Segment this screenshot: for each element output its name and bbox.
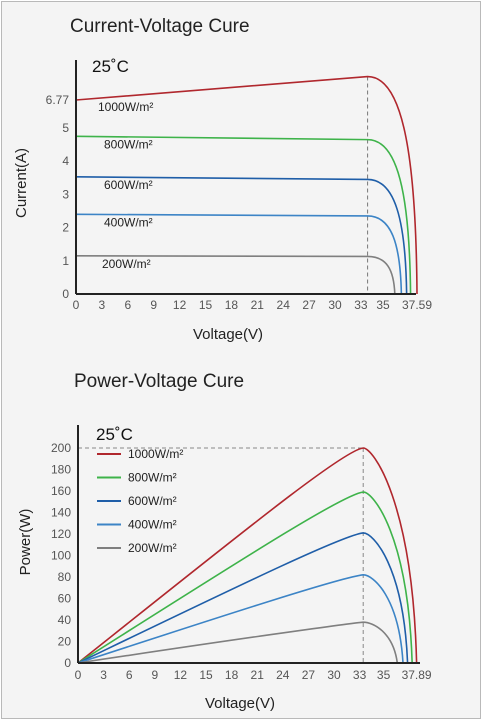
pv-x-tick-label: 0 bbox=[75, 668, 82, 682]
iv-chart: Current-Voltage Cure 25˚C Current(A) Vol… bbox=[13, 16, 432, 343]
pv-series-line bbox=[77, 574, 404, 664]
pv-marker-line bbox=[78, 447, 364, 663]
iv-series-label: 800W/m² bbox=[104, 137, 153, 151]
pv-series-line bbox=[77, 491, 413, 664]
iv-x-tick-label: 0 bbox=[73, 298, 80, 312]
pv-x-tick-label: 35 bbox=[377, 668, 391, 682]
pv-y-tick-label: 200 bbox=[51, 441, 71, 455]
pv-legend-label: 400W/m² bbox=[128, 518, 177, 532]
pv-legend: 1000W/m² 800W/m² 600W/m² 400W/m² 200W/m² bbox=[97, 447, 183, 555]
pv-x-tick-label: 6 bbox=[126, 668, 133, 682]
iv-y-tick-label: 0 bbox=[62, 287, 69, 301]
pv-x-tick-label: 21 bbox=[251, 668, 265, 682]
iv-x-tick-label: 6 bbox=[124, 298, 131, 312]
pv-x-tick-label: 15 bbox=[199, 668, 213, 682]
pv-y-tick-label: 20 bbox=[58, 635, 72, 649]
iv-y-tick-label: 1 bbox=[62, 254, 69, 268]
iv-x-tick-label: 12 bbox=[173, 298, 187, 312]
pv-legend-label: 800W/m² bbox=[128, 471, 177, 485]
iv-x-tick-label: 27 bbox=[302, 298, 316, 312]
iv-y-tick-label: 4 bbox=[62, 154, 69, 168]
pv-series-line bbox=[77, 447, 418, 664]
iv-series-label: 600W/m² bbox=[104, 178, 153, 192]
iv-y-tick-label: 6.77 bbox=[46, 93, 70, 107]
pv-x-tick-label: 37.89 bbox=[402, 668, 432, 682]
pv-x-axis-label: Voltage(V) bbox=[205, 695, 275, 712]
iv-series-label: 1000W/m² bbox=[98, 100, 153, 114]
pv-chart-title: Power-Voltage Cure bbox=[74, 371, 244, 392]
pv-legend-label: 200W/m² bbox=[128, 541, 177, 555]
iv-series-line bbox=[75, 255, 396, 295]
iv-x-tick-label: 3 bbox=[99, 298, 106, 312]
pv-y-tick-label: 140 bbox=[51, 506, 71, 520]
iv-x-tick-label: 18 bbox=[225, 298, 239, 312]
pv-x-tick-label: 27 bbox=[302, 668, 316, 682]
iv-x-tick-label: 35 bbox=[376, 298, 390, 312]
iv-x-tick-label: 33 bbox=[354, 298, 368, 312]
iv-y-axis-label: Current(A) bbox=[13, 148, 30, 218]
pv-y-tick-label: 40 bbox=[58, 613, 72, 627]
iv-x-tick-label: 24 bbox=[277, 298, 291, 312]
pv-x-tick-label: 30 bbox=[327, 668, 341, 682]
iv-series-group bbox=[75, 75, 418, 295]
iv-series-line bbox=[75, 135, 412, 295]
iv-series-line bbox=[75, 75, 418, 295]
iv-x-tick-label: 21 bbox=[251, 298, 265, 312]
iv-temperature-label: 25˚C bbox=[92, 57, 129, 76]
iv-y-tick-label: 3 bbox=[62, 187, 69, 201]
pv-series-line bbox=[77, 621, 399, 664]
pv-y-tick-label: 60 bbox=[58, 592, 72, 606]
pv-tick-labels: 0 3 6 9 12 15 18 21 24 27 30 33 35 37.89 0 20 40 60 80 100 1… bbox=[51, 441, 432, 682]
iv-x-tick-label: 37.59 bbox=[402, 298, 432, 312]
iv-series-labels: 1000W/m² 800W/m² 600W/m² 400W/m² 200W/m² bbox=[98, 100, 153, 271]
pv-x-tick-label: 18 bbox=[225, 668, 239, 682]
iv-x-axis-label: Voltage(V) bbox=[193, 326, 263, 343]
pv-legend-label: 1000W/m² bbox=[128, 447, 183, 461]
pv-series-line bbox=[77, 532, 409, 664]
iv-series-line bbox=[75, 176, 408, 295]
pv-x-tick-label: 3 bbox=[100, 668, 107, 682]
pv-legend-label: 600W/m² bbox=[128, 494, 177, 508]
iv-y-tick-label: 2 bbox=[62, 221, 69, 235]
pv-x-tick-label: 33 bbox=[353, 668, 367, 682]
pv-chart: Power-Voltage Cure 25˚C Power(W) Voltage… bbox=[17, 371, 432, 712]
iv-x-tick-label: 9 bbox=[150, 298, 157, 312]
iv-series-line bbox=[75, 213, 403, 295]
iv-series-label: 400W/m² bbox=[104, 215, 153, 229]
iv-x-tick-label: 15 bbox=[199, 298, 213, 312]
pv-y-tick-label: 0 bbox=[64, 656, 71, 670]
iv-chart-title: Current-Voltage Cure bbox=[70, 16, 250, 37]
pv-y-tick-label: 120 bbox=[51, 527, 71, 541]
pv-temperature-label: 25˚C bbox=[96, 425, 133, 444]
pv-y-tick-label: 100 bbox=[51, 549, 71, 563]
pv-y-tick-label: 160 bbox=[51, 484, 71, 498]
pv-series-group bbox=[77, 447, 418, 664]
pv-x-tick-label: 9 bbox=[151, 668, 158, 682]
pv-y-tick-label: 180 bbox=[51, 463, 71, 477]
iv-y-tick-label: 5 bbox=[62, 121, 69, 135]
iv-x-tick-label: 30 bbox=[328, 298, 342, 312]
pv-x-tick-label: 12 bbox=[174, 668, 188, 682]
pv-y-tick-label: 80 bbox=[58, 570, 72, 584]
pv-x-tick-label: 24 bbox=[276, 668, 290, 682]
iv-series-label: 200W/m² bbox=[102, 257, 151, 271]
pv-y-axis-label: Power(W) bbox=[17, 509, 34, 576]
